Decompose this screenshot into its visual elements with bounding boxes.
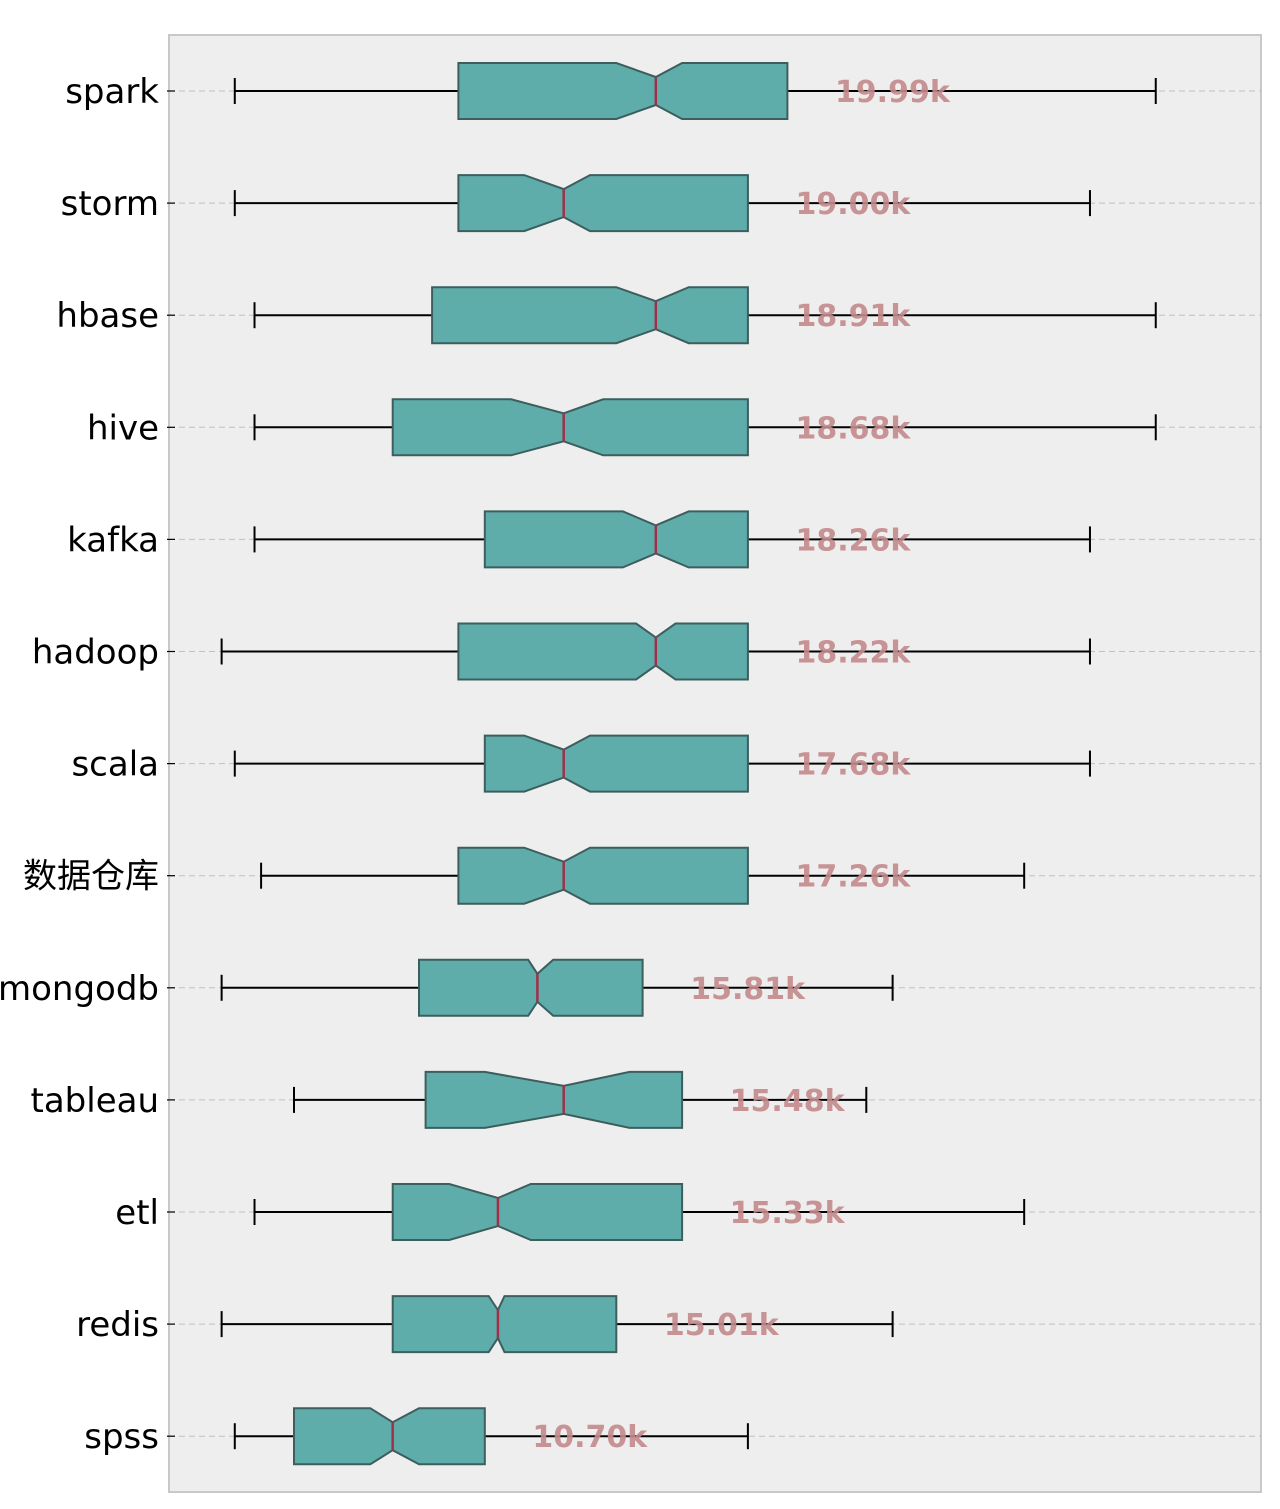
- category-label: etl: [115, 1193, 159, 1233]
- box-series: [220, 62, 1157, 1466]
- box-body: [391, 1295, 618, 1354]
- value-label: 15.81k: [690, 972, 806, 1007]
- box-cat7: [260, 846, 1026, 905]
- box-body: [424, 1070, 684, 1129]
- category-label: 数据仓库: [23, 857, 159, 897]
- value-label: 10.70k: [532, 1420, 648, 1455]
- value-label: 19.00k: [795, 187, 911, 222]
- box-tableau: [292, 1070, 868, 1129]
- box-body: [457, 846, 749, 905]
- box-body: [431, 286, 749, 345]
- box-body: [483, 510, 749, 569]
- category-label: scala: [71, 745, 159, 785]
- category-label: kafka: [67, 520, 159, 560]
- category-label: hadoop: [32, 633, 159, 673]
- box-spark: [233, 62, 1157, 120]
- value-label: 17.26k: [795, 860, 911, 895]
- value-label: 15.48k: [730, 1084, 846, 1119]
- box-kafka: [253, 510, 1091, 569]
- box-body: [293, 1407, 486, 1466]
- category-labels: spark storm hbase hive kafka hadoop scala 数据仓库 m…: [0, 72, 159, 1457]
- box-hadoop: [220, 622, 1091, 681]
- category-label: mongodb: [0, 969, 159, 1009]
- value-label: 19.99k: [835, 75, 951, 110]
- box-redis: [220, 1295, 894, 1354]
- category-label: storm: [61, 184, 159, 224]
- box-body: [457, 174, 749, 233]
- value-label: 18.26k: [795, 523, 911, 558]
- box-body: [457, 622, 749, 681]
- category-label: spark: [65, 72, 159, 112]
- value-label: 17.68k: [795, 748, 911, 783]
- box-body: [418, 958, 644, 1017]
- category-label: hive: [87, 408, 159, 448]
- box-mongodb: [220, 958, 894, 1017]
- box-scala: [233, 734, 1091, 793]
- value-label: 18.68k: [795, 411, 911, 446]
- value-label: 18.91k: [795, 299, 911, 334]
- box-body: [457, 62, 789, 120]
- value-label: 15.33k: [730, 1196, 846, 1231]
- category-label: redis: [76, 1305, 159, 1345]
- category-label: hbase: [56, 296, 159, 336]
- value-labels: 19.99k 19.00k 18.91k 18.68k 18.26k 18.22k 17.6…: [532, 75, 950, 1455]
- value-label: 15.01k: [664, 1308, 780, 1343]
- box-etl: [253, 1183, 1026, 1241]
- box-body: [391, 398, 749, 457]
- value-label: 18.22k: [795, 636, 911, 671]
- box-storm: [233, 174, 1091, 233]
- box-hive: [253, 398, 1157, 457]
- box-hbase: [253, 286, 1157, 345]
- box-body: [391, 1183, 684, 1241]
- category-label: tableau: [31, 1081, 160, 1121]
- box-body: [483, 734, 749, 793]
- box-spss: [233, 1407, 749, 1466]
- category-label: spss: [84, 1417, 159, 1457]
